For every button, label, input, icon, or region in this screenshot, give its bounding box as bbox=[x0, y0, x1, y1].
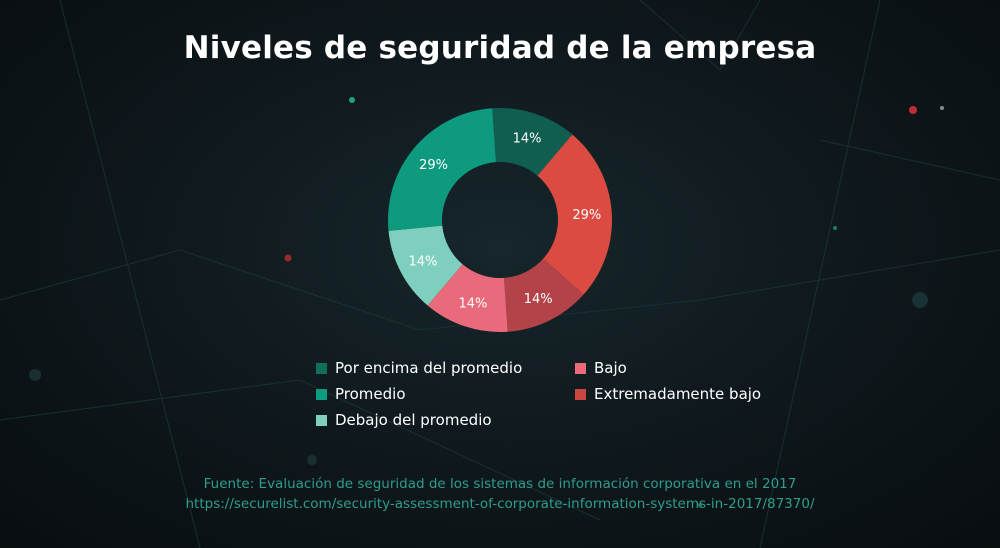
legend-swatch bbox=[316, 362, 327, 374]
donut-chart: 14% 29% 14% 14% 14% 29% bbox=[388, 108, 612, 332]
slice-value-label: 14% bbox=[408, 254, 437, 269]
legend-item: Promedio bbox=[316, 385, 406, 403]
legend-swatch bbox=[575, 362, 586, 374]
source-text: Fuente: Evaluación de seguridad de los s… bbox=[203, 476, 797, 492]
donut-slice bbox=[537, 134, 612, 295]
slice-value-label: 14% bbox=[513, 131, 542, 146]
legend-label: Debajo del promedio bbox=[335, 411, 492, 429]
legend-swatch bbox=[575, 388, 586, 400]
donut-slice bbox=[492, 108, 573, 176]
slice-value-label: 14% bbox=[524, 292, 553, 307]
donut-slice bbox=[427, 264, 508, 332]
donut-slice bbox=[504, 258, 584, 332]
legend-label: Por encima del promedio bbox=[335, 359, 523, 377]
donut-slice bbox=[388, 225, 463, 306]
legend-label: Bajo bbox=[594, 359, 627, 377]
chart-title: Niveles de seguridad de la empresa bbox=[183, 30, 817, 66]
legend-label: Promedio bbox=[335, 385, 406, 403]
slice-value-label: 29% bbox=[419, 158, 448, 173]
legend-label: Extremadamente bajo bbox=[594, 385, 762, 403]
legend-item: Bajo bbox=[575, 359, 627, 377]
legend-item: Debajo del promedio bbox=[316, 411, 492, 429]
donut-slice bbox=[388, 108, 496, 231]
legend-item: Extremadamente bajo bbox=[575, 385, 761, 403]
legend-swatch bbox=[316, 414, 327, 426]
legend-swatch bbox=[316, 388, 327, 400]
slice-value-label: 29% bbox=[572, 208, 601, 223]
source-url[interactable]: https://securelist.com/security-assessme… bbox=[185, 496, 815, 512]
legend-item: Por encima del promedio bbox=[316, 359, 522, 377]
slice-value-label: 14% bbox=[458, 297, 487, 312]
